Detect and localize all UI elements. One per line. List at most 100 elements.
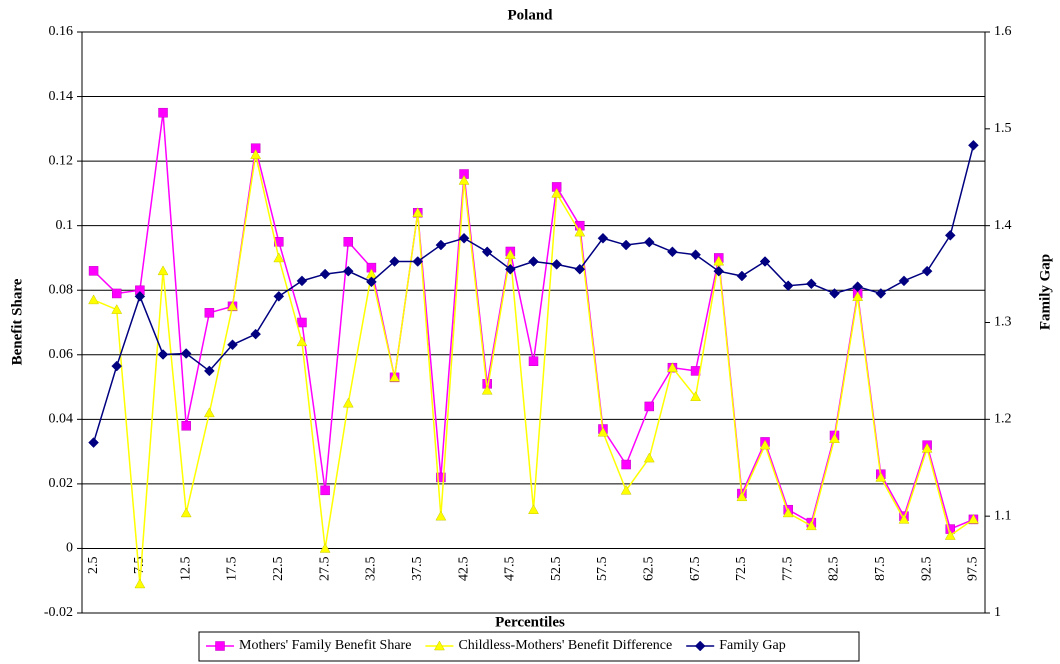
point [643, 452, 655, 463]
point [551, 187, 563, 198]
point [921, 265, 933, 277]
point [805, 278, 817, 290]
point [574, 263, 586, 275]
x-tick-label: 2.5 [86, 556, 101, 574]
x-tick-label: 52.5 [549, 556, 564, 581]
point [203, 365, 215, 377]
point [296, 275, 308, 287]
point [342, 397, 354, 408]
point [829, 433, 840, 443]
point [597, 232, 609, 244]
point [667, 246, 678, 258]
point [436, 472, 446, 483]
y-tick-label: 0.14 [49, 89, 74, 104]
y-axis-title: Benefit Share [9, 278, 25, 365]
point [273, 291, 285, 302]
point [713, 265, 725, 277]
y2-tick-label: 1.3 [994, 315, 1012, 330]
x-tick-label: 47.5 [503, 556, 518, 581]
point [297, 317, 307, 328]
x-tick-label: 17.5 [225, 556, 240, 581]
y2-tick-label: 1.2 [994, 412, 1012, 427]
point [597, 426, 609, 437]
point [782, 280, 794, 292]
point [458, 174, 470, 185]
chart-title: Poland [507, 7, 553, 23]
point [412, 207, 424, 218]
point [875, 471, 887, 482]
y2-tick-label: 1 [994, 605, 1001, 620]
point [134, 291, 146, 302]
point [273, 252, 285, 263]
x-tick-label: 92.5 [919, 556, 934, 581]
point [620, 484, 632, 495]
x-tick-label: 37.5 [410, 556, 425, 581]
point [320, 485, 330, 496]
x-tick-label: 87.5 [873, 556, 888, 581]
point [250, 149, 262, 159]
point [435, 239, 447, 251]
point [296, 336, 308, 347]
point [713, 255, 725, 266]
point [342, 265, 354, 277]
point [204, 308, 215, 318]
point [111, 304, 123, 314]
y-tick-label: 0.12 [49, 153, 74, 168]
series-line [93, 154, 974, 585]
x-axis-title: Percentiles [495, 614, 565, 630]
x-tick-label: 67.5 [688, 556, 703, 581]
point [157, 349, 169, 360]
point [944, 229, 956, 241]
x-tick-label: 7.5 [132, 556, 147, 574]
point [458, 232, 470, 244]
point [644, 401, 655, 412]
point [551, 259, 563, 270]
point [898, 513, 910, 524]
legend-marker [694, 640, 706, 652]
point [759, 256, 771, 267]
point [643, 236, 655, 248]
y-tick-label: 0.1 [56, 218, 74, 233]
point [111, 288, 122, 299]
y2-tick-label: 1.4 [994, 218, 1012, 233]
point [319, 268, 331, 280]
point [621, 459, 631, 470]
point [968, 139, 979, 151]
point [435, 510, 447, 521]
point [690, 249, 701, 261]
point [181, 421, 191, 431]
legend-label: Family Gap [719, 638, 786, 653]
point [759, 439, 771, 450]
point [366, 276, 377, 288]
point [88, 437, 99, 448]
point [481, 246, 493, 258]
point [736, 491, 748, 502]
point [852, 281, 864, 293]
point [921, 442, 933, 453]
point [852, 291, 864, 301]
y-tick-label: 0.08 [49, 282, 74, 297]
x-tick-label: 82.5 [827, 556, 842, 581]
x-tick-label: 62.5 [641, 556, 656, 581]
x-tick-label: 22.5 [271, 556, 286, 581]
point [389, 371, 401, 382]
point [157, 265, 169, 276]
y-tick-label: 0 [66, 541, 73, 556]
point [898, 275, 910, 287]
point [412, 256, 424, 267]
point [319, 542, 331, 553]
x-tick-label: 32.5 [364, 556, 379, 581]
y2-tick-label: 1.5 [994, 121, 1012, 136]
y-tick-label: 0.02 [49, 476, 74, 491]
legend-marker [215, 641, 225, 651]
x-tick-label: 27.5 [317, 556, 332, 581]
point [158, 107, 168, 118]
point [481, 384, 493, 395]
point [528, 256, 539, 267]
point [528, 504, 539, 514]
point [180, 507, 192, 518]
point [227, 300, 238, 311]
point [666, 362, 678, 372]
x-tick-label: 57.5 [595, 556, 610, 581]
